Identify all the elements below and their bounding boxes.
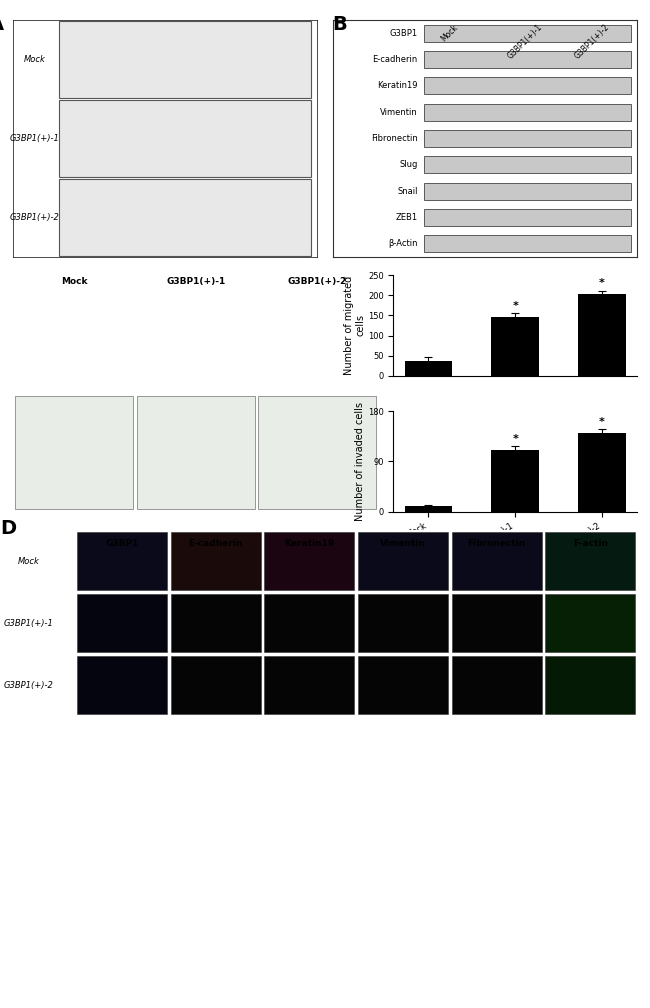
FancyBboxPatch shape [358,656,448,714]
Bar [491,318,539,376]
FancyBboxPatch shape [424,78,631,95]
Bar [578,294,626,376]
Text: Fibronectin: Fibronectin [467,539,526,548]
Text: G3BP1(+)-2: G3BP1(+)-2 [9,213,59,222]
FancyBboxPatch shape [452,532,541,590]
FancyBboxPatch shape [171,656,261,714]
Y-axis label: Number of migrated
cells: Number of migrated cells [344,276,365,375]
Text: G3BP1(+)-1: G3BP1(+)-1 [506,22,545,60]
FancyBboxPatch shape [452,656,541,714]
FancyBboxPatch shape [424,25,631,41]
Text: G3BP1(+)-2: G3BP1(+)-2 [573,22,612,60]
Y-axis label: Number of invaded cells: Number of invaded cells [355,402,365,521]
Text: Keratin19: Keratin19 [284,539,335,548]
FancyBboxPatch shape [77,594,167,652]
FancyBboxPatch shape [58,100,311,176]
Text: Mock: Mock [23,55,46,65]
Bar [404,506,452,512]
Text: B: B [333,15,347,34]
FancyBboxPatch shape [545,532,635,590]
FancyBboxPatch shape [171,532,261,590]
FancyBboxPatch shape [452,594,541,652]
FancyBboxPatch shape [358,594,448,652]
FancyBboxPatch shape [545,656,635,714]
FancyBboxPatch shape [15,514,133,628]
Text: Mock: Mock [439,22,460,43]
Text: D: D [1,519,17,538]
Text: *: * [599,278,605,288]
FancyBboxPatch shape [265,532,354,590]
FancyBboxPatch shape [136,396,255,509]
Text: Mock: Mock [60,277,87,286]
FancyBboxPatch shape [58,179,311,256]
FancyBboxPatch shape [424,104,631,121]
Text: G3BP1(+)-2: G3BP1(+)-2 [288,277,347,286]
Text: Snail: Snail [397,186,418,196]
FancyBboxPatch shape [424,130,631,147]
Text: β-Actin: β-Actin [388,239,418,248]
FancyBboxPatch shape [424,235,631,252]
Text: *: * [599,416,605,426]
FancyBboxPatch shape [265,656,354,714]
Text: G3BP1(+)-1: G3BP1(+)-1 [166,277,226,286]
Text: Keratin19: Keratin19 [378,82,418,91]
FancyBboxPatch shape [15,396,133,509]
FancyBboxPatch shape [58,21,311,98]
Text: G3BP1: G3BP1 [105,539,139,548]
FancyBboxPatch shape [258,514,376,628]
FancyBboxPatch shape [136,514,255,628]
FancyBboxPatch shape [358,532,448,590]
Text: ZEB1: ZEB1 [396,213,418,222]
FancyBboxPatch shape [424,182,631,200]
FancyBboxPatch shape [171,594,261,652]
FancyBboxPatch shape [424,156,631,173]
FancyBboxPatch shape [258,396,376,509]
Text: E-cadherin: E-cadherin [188,539,243,548]
FancyBboxPatch shape [545,594,635,652]
Text: Vimentin: Vimentin [380,108,418,117]
Bar [578,433,626,512]
Text: Slug: Slug [400,160,418,169]
Text: E-cadherin: E-cadherin [372,55,418,65]
Bar [404,361,452,376]
Text: A: A [0,15,4,34]
Text: Fibronectin: Fibronectin [371,134,418,143]
Text: F-actin: F-actin [573,539,608,548]
FancyBboxPatch shape [77,656,167,714]
Text: *: * [512,301,518,310]
FancyBboxPatch shape [265,594,354,652]
FancyBboxPatch shape [424,51,631,69]
FancyBboxPatch shape [77,532,167,590]
Text: G3BP1(+)-2: G3BP1(+)-2 [4,680,53,689]
Text: G3BP1(+)-1: G3BP1(+)-1 [9,134,59,143]
FancyBboxPatch shape [424,209,631,226]
Text: Mock: Mock [18,556,40,565]
Bar [491,451,539,512]
Text: *: * [512,433,518,444]
Text: Vimentin: Vimentin [380,539,426,548]
Text: G3BP1(+)-1: G3BP1(+)-1 [4,619,53,628]
Text: G3BP1: G3BP1 [390,29,418,38]
